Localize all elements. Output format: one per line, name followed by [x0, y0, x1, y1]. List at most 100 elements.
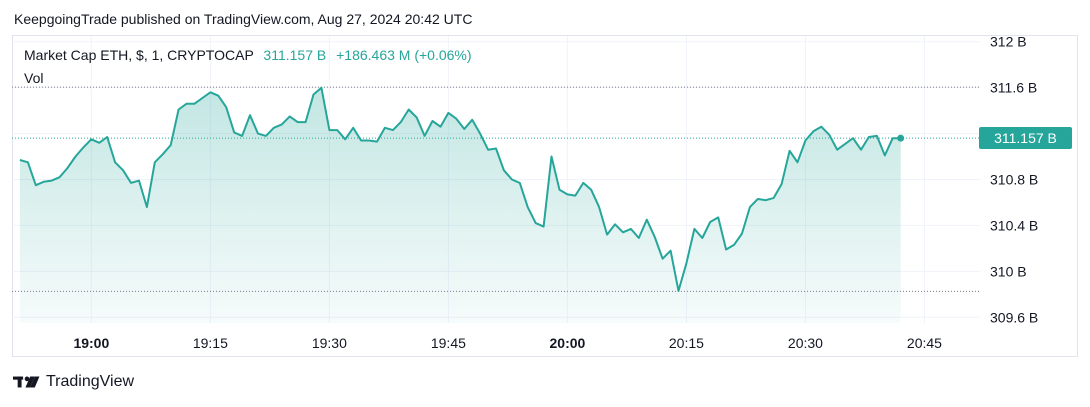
y-tick-label: 311.6 B	[990, 80, 1037, 96]
data-point	[121, 168, 125, 172]
data-point	[391, 128, 395, 132]
data-point	[573, 194, 577, 198]
data-point	[470, 118, 474, 122]
data-point	[304, 120, 308, 124]
data-point	[764, 198, 768, 202]
data-point	[153, 160, 157, 164]
data-point	[343, 137, 347, 141]
data-point	[224, 105, 228, 109]
data-point	[542, 225, 546, 229]
data-point	[431, 119, 435, 123]
data-point	[581, 181, 585, 185]
change-value: +186.463 M (+0.06%)	[336, 47, 472, 63]
data-point	[811, 129, 815, 133]
data-point	[859, 148, 863, 152]
symbol-label[interactable]: Market Cap ETH, $, 1, CRYPTOCAP	[24, 47, 254, 63]
y-tick-label: 310.4 B	[990, 217, 1038, 233]
y-tick-label: 309.6 B	[990, 309, 1038, 325]
data-point	[446, 111, 450, 115]
data-point	[550, 155, 554, 159]
data-point	[700, 236, 704, 240]
data-point	[669, 249, 673, 253]
x-tick-label: 19:15	[193, 335, 228, 351]
published-by-text: KeepgoingTrade published on TradingView.…	[14, 11, 473, 27]
data-point	[89, 137, 93, 141]
data-point	[18, 158, 22, 162]
data-point	[185, 102, 189, 106]
data-point	[367, 138, 371, 142]
data-point	[756, 197, 760, 201]
data-point	[264, 134, 268, 138]
data-point	[835, 148, 839, 152]
data-point	[240, 134, 244, 138]
data-point	[534, 221, 538, 225]
data-point	[359, 138, 363, 142]
data-point	[288, 114, 292, 118]
data-point	[169, 143, 173, 147]
last-price-dot	[897, 134, 905, 142]
data-point	[97, 141, 101, 145]
data-point	[494, 147, 498, 151]
data-point	[557, 188, 561, 192]
data-point	[407, 107, 411, 111]
footer-brand[interactable]: TradingView	[13, 373, 134, 391]
data-point	[597, 205, 601, 209]
data-point	[629, 227, 633, 231]
data-point	[296, 120, 300, 124]
data-point	[399, 120, 403, 124]
data-point	[565, 192, 569, 196]
area-fill	[19, 87, 901, 323]
data-point	[748, 205, 752, 209]
volume-label[interactable]: Vol	[24, 70, 44, 86]
data-point	[129, 181, 133, 185]
y-tick-label: 310 B	[990, 263, 1027, 279]
data-point	[66, 166, 70, 170]
data-point	[803, 138, 807, 142]
data-point	[589, 188, 593, 192]
data-point	[796, 160, 800, 164]
data-point	[161, 152, 165, 156]
data-point	[676, 289, 680, 293]
data-point	[843, 142, 847, 146]
data-point	[486, 148, 490, 152]
price-line	[19, 86, 901, 292]
data-point	[327, 128, 331, 132]
data-point	[613, 222, 617, 226]
tradingview-logo-icon	[13, 376, 40, 388]
data-point	[145, 205, 149, 209]
data-point	[819, 125, 823, 129]
data-point	[26, 160, 30, 164]
data-point	[34, 183, 38, 187]
data-point	[637, 236, 641, 240]
data-point	[780, 182, 784, 186]
data-point	[73, 155, 77, 159]
data-point	[81, 145, 85, 149]
y-tick-label: 312 B	[990, 34, 1027, 50]
data-point	[899, 136, 903, 140]
data-point	[248, 113, 252, 117]
data-point	[423, 134, 427, 138]
data-point	[42, 180, 46, 184]
data-point	[216, 94, 220, 98]
price-tag: 311.157 B	[979, 127, 1072, 150]
data-point	[526, 205, 530, 209]
data-point	[772, 196, 776, 200]
data-point	[232, 130, 236, 134]
data-point	[653, 235, 657, 239]
data-point	[375, 140, 379, 144]
data-point	[462, 127, 466, 131]
data-point	[716, 215, 720, 219]
data-point	[510, 178, 514, 182]
data-point	[177, 107, 181, 111]
data-point	[788, 149, 792, 153]
data-point	[708, 220, 712, 224]
data-point	[280, 122, 284, 126]
x-tick-label: 20:15	[669, 335, 704, 351]
data-point	[661, 257, 665, 261]
chart-frame	[12, 35, 1078, 357]
data-point	[50, 179, 54, 183]
data-point	[883, 153, 887, 157]
x-axis: 19:00 19:15 19:30 19:45 20:00 20:15 20:30 20:45	[73, 335, 942, 351]
